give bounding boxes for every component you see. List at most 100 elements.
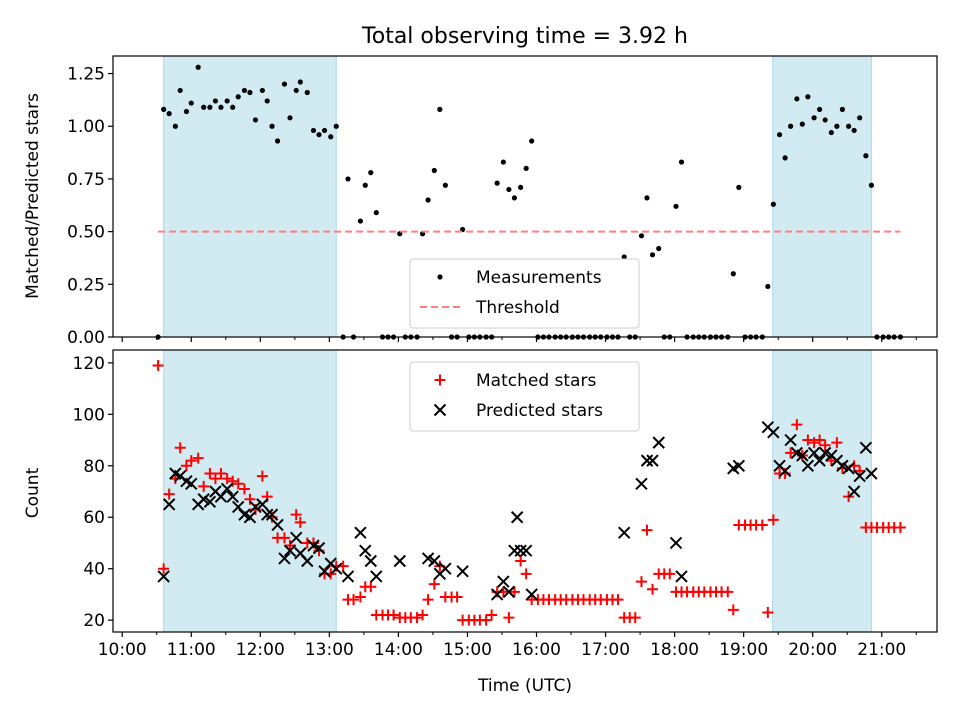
measurement-point [328, 134, 334, 140]
matched-star-point [244, 493, 256, 505]
legend-marker [433, 403, 447, 417]
measurement-point [673, 203, 679, 209]
matched-star-point [388, 609, 400, 621]
measurement-point [281, 81, 288, 87]
matched-star-point [209, 473, 221, 485]
matched-star-point [428, 578, 440, 590]
predicted-star-point [519, 544, 533, 557]
predicted-star-point [364, 554, 377, 568]
shaded-interval-2 [772, 349, 872, 633]
matched-star-point [515, 555, 527, 567]
matched-star-point [727, 604, 739, 616]
matched-star-point [232, 478, 244, 490]
matched-star-point [348, 594, 360, 606]
matched-star-point [808, 437, 820, 449]
predicted-star-point [359, 544, 372, 557]
measurement-point [166, 110, 172, 117]
predicted-star-point [261, 508, 274, 521]
measurement-point [788, 123, 794, 129]
matched-star-point [422, 594, 434, 606]
x-tick-label: 14:00 [374, 640, 423, 660]
chart-title: Total observing time = 3.92 h [361, 24, 688, 49]
measurement-point [523, 165, 529, 171]
bottom-y-axis-label: Count [23, 467, 43, 518]
matched-star-point [278, 532, 290, 544]
measurement-point [863, 153, 869, 159]
measurement-point [321, 127, 328, 134]
measurement-point [828, 129, 834, 136]
matched-star-point [762, 606, 774, 618]
predicted-star-point [220, 482, 234, 496]
predicted-star-point [796, 449, 809, 462]
predicted-star-point [185, 477, 198, 491]
predicted-star-point [370, 570, 383, 583]
matched-star-point [486, 609, 498, 621]
legend-marker [434, 374, 446, 386]
matched-star-point [221, 473, 233, 485]
matched-star-point [664, 568, 676, 580]
predicted-star-point [197, 493, 210, 506]
measurement-point [799, 121, 805, 127]
measurement-point [195, 64, 201, 70]
plot-frame [112, 55, 938, 338]
predicted-star-point [836, 459, 849, 472]
measurement-point [212, 98, 219, 104]
predicted-star-point [393, 554, 406, 568]
predicted-star-point [354, 526, 367, 539]
matched-star-point [503, 612, 515, 624]
matched-star-point [854, 465, 866, 477]
predicted-star-point [226, 490, 239, 503]
measurement-point [770, 201, 776, 207]
measurement-point [373, 210, 379, 216]
y-tick-label: 1.00 [67, 117, 105, 137]
measurement-point [269, 123, 275, 129]
predicted-star-point [330, 562, 343, 575]
predicted-star-point [669, 536, 683, 550]
legend-marker [437, 274, 443, 280]
measurement-point [235, 94, 241, 100]
matched-star-point [520, 568, 532, 580]
shaded-interval-1 [163, 55, 337, 338]
measurement-point [442, 182, 448, 188]
predicted-star-point [312, 541, 326, 555]
predicted-star-point [801, 459, 815, 472]
predicted-star-point [853, 469, 866, 483]
matched-star-point [238, 483, 250, 495]
measurement-point [822, 117, 828, 123]
y-tick-label: 80 [83, 457, 105, 477]
x-tick-label: 17:00 [581, 640, 630, 660]
y-tick-label: 0.25 [67, 275, 105, 295]
measurement-point [172, 123, 178, 129]
measurement-point [368, 170, 374, 176]
predicted-star-point [232, 500, 245, 514]
predicted-star-point [640, 454, 654, 467]
matched-star-point [480, 614, 492, 626]
y-tick-label: 0.75 [67, 170, 105, 190]
top-panel: 0.00 0.25 0.50 0.75 1.00 1.25 Measurements Thre… [67, 55, 938, 348]
measurement-point [230, 104, 236, 110]
predicted-star-point [778, 464, 792, 478]
measurement-point [310, 127, 317, 134]
measurement-point [333, 123, 339, 129]
legend-label: Predicted stars [476, 401, 603, 421]
measurement-point [638, 233, 645, 239]
measurement-point [177, 87, 183, 94]
matched-star-point [641, 524, 653, 536]
x-tick-label: 15:00 [443, 640, 492, 660]
predicted-star-point [341, 570, 355, 583]
predicted-star-point [675, 570, 688, 583]
matched-star-point [767, 514, 779, 526]
predicted-star-point [203, 495, 217, 509]
measurement-point [241, 87, 248, 94]
predicted-star-point [283, 544, 297, 557]
shaded-interval-1 [163, 349, 337, 633]
predicted-star-point [813, 454, 826, 467]
matched-star-point [215, 468, 227, 480]
x-tick-label: 13:00 [305, 640, 354, 660]
measurement-point [252, 117, 259, 123]
matched-star-point [785, 447, 797, 459]
measurement-point [529, 138, 535, 144]
y-tick-label: 0.00 [67, 328, 105, 348]
matched-star-point [831, 437, 843, 449]
